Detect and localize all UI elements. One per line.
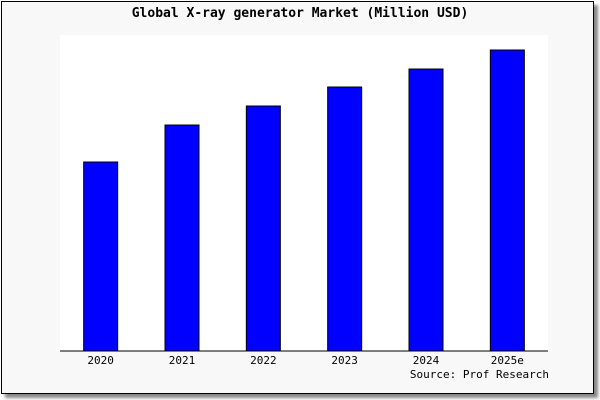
x-tick-label: 2021 (169, 354, 196, 367)
bar-2022 (245, 105, 281, 352)
x-tick-label: 2025e (491, 354, 524, 367)
chart-title: Global X-ray generator Market (Million U… (131, 6, 469, 21)
bar-2021 (164, 124, 200, 352)
x-tick-label: 2022 (250, 354, 277, 367)
bar-2025e (489, 49, 525, 352)
x-tick-label: 2023 (331, 354, 358, 367)
plot-area (60, 35, 548, 351)
x-tick-label: 2024 (413, 354, 440, 367)
bar-2024 (408, 68, 444, 352)
x-tick-label: 2020 (87, 354, 114, 367)
source-label: Source: Prof Research (409, 368, 549, 381)
bar-2023 (327, 86, 363, 352)
bar-2020 (83, 161, 119, 352)
